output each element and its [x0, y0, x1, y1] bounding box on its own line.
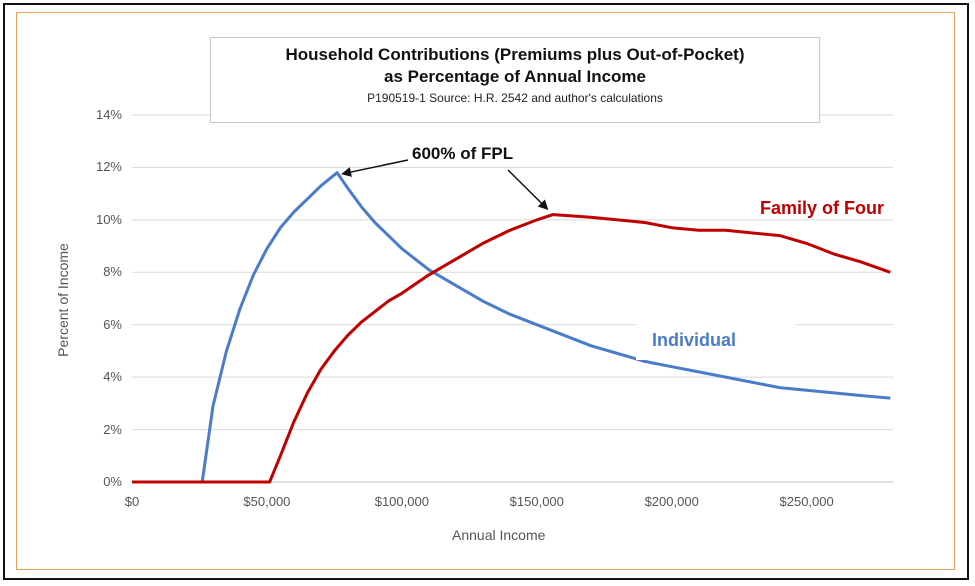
y-tick-label: 10%: [95, 211, 122, 227]
y-axis-title: Percent of Income: [55, 243, 71, 357]
series-lines: [132, 171, 891, 484]
x-tick-label: $150,000: [509, 494, 564, 509]
y-tick-label: 14%: [95, 107, 122, 122]
chart-subtitle: P190519-1 Source: H.R. 2542 and author's…: [367, 91, 663, 105]
y-tick-label: 4%: [103, 369, 122, 385]
chart-title-box: Household Contributions (Premiums plus O…: [210, 37, 820, 123]
x-tick-label: $200,000: [644, 494, 699, 509]
individual-label-background: [636, 320, 796, 360]
series-line-individual: [132, 171, 891, 484]
series-label-family-of-four: Family of Four: [760, 198, 885, 218]
y-tick-label: 8%: [103, 264, 122, 280]
series-line-family-of-four: [132, 213, 891, 484]
gridlines: [132, 114, 893, 483]
series-label-individual: Individual: [652, 330, 737, 350]
x-axis-title: Annual Income: [452, 527, 546, 543]
y-tick-label: 2%: [103, 421, 122, 437]
x-tick-label: $250,000: [779, 494, 834, 509]
y-tick-label: 12%: [95, 159, 122, 175]
annotation-600-fpl: 600% of FPL: [412, 144, 514, 163]
x-tick-label: $50,000: [243, 494, 291, 509]
annotation-arrow-family: [507, 169, 549, 211]
outer-frame: [3, 3, 969, 580]
x-tick-label: $100,000: [374, 494, 429, 509]
annotation-arrows: [341, 159, 549, 211]
y-tick-label: 0%: [103, 474, 122, 489]
annotation-arrow-individual: [341, 159, 409, 177]
chart-title-line-2: as Percentage of Annual Income: [384, 67, 646, 86]
x-tick-label: $0: [124, 494, 140, 509]
chart-area-border: [16, 12, 955, 570]
y-tick-label: 6%: [103, 316, 122, 332]
chart-title-line-1: Household Contributions (Premiums plus O…: [285, 45, 745, 64]
